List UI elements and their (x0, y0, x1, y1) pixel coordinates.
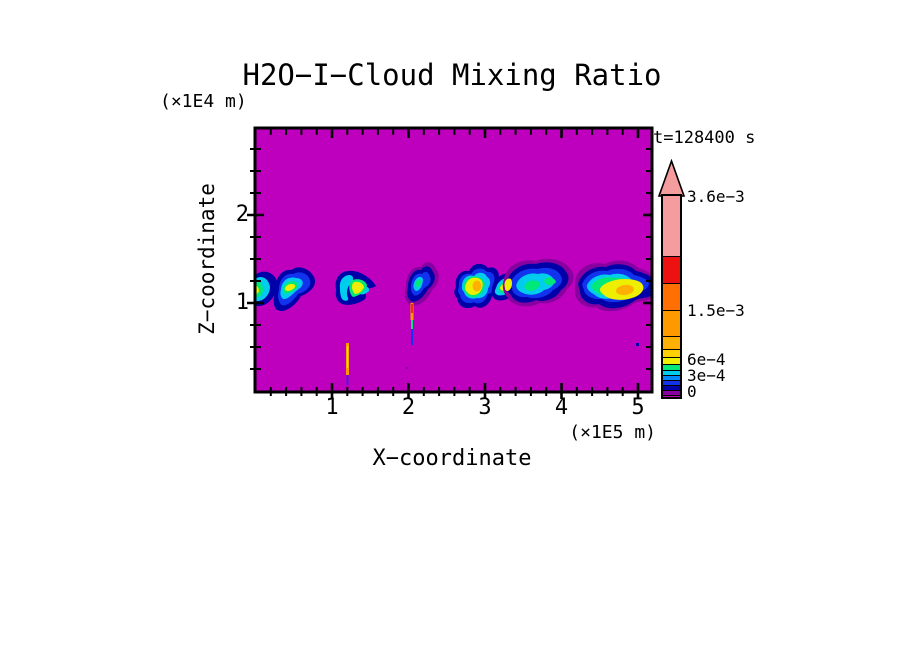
colorbar-segment-4 (663, 336, 680, 349)
cloud-big (502, 258, 574, 307)
x-axis-unit-label: (×1E5 m) (569, 422, 656, 443)
cloud-fish (335, 270, 376, 305)
y-axis-unit-label: (×1E4 m) (160, 91, 247, 112)
colorbar-segment-1 (663, 256, 680, 283)
axis-ticks (247, 129, 651, 399)
colorbar-segment-6 (663, 357, 680, 364)
colorbar-arrow (657, 159, 686, 197)
plot-background (255, 128, 652, 392)
colorbar (661, 194, 682, 399)
colorbar-label-2: 6e−4 (687, 350, 726, 369)
cloud-speck-2 (406, 367, 408, 369)
colorbar-segment-8 (663, 370, 680, 375)
x-tick-1: 1 (325, 395, 339, 420)
cloud-wing (273, 267, 316, 312)
y-axis-title: Z−coordinate (195, 183, 219, 335)
colorbar-segment-2 (663, 283, 680, 310)
y-tick-2: 2 (235, 202, 249, 227)
x-tick-4: 4 (554, 395, 569, 420)
x-tick-3: 3 (478, 395, 492, 420)
colorbar-segment-9 (663, 375, 680, 380)
cloud-right-edge (575, 260, 652, 312)
plot-area (247, 126, 654, 399)
colorbar-label-3: 3e−4 (687, 366, 726, 385)
colorbar-label-1: 1.5e−3 (687, 301, 745, 320)
cloud-core-left (454, 263, 500, 309)
x-tick-2: 2 (401, 395, 416, 420)
timestamp-label: t=128400 s (653, 128, 756, 148)
colorbar-segment-5 (663, 349, 680, 357)
colorbar-segment-7 (663, 364, 680, 370)
cloud-bird (404, 262, 439, 345)
x-tick-5: 5 (631, 395, 645, 420)
cloud-speck-1 (636, 343, 639, 346)
colorbar-segment-10 (663, 380, 680, 385)
colorbar-segment-0 (663, 196, 680, 256)
colorbar-segment-3 (663, 310, 680, 336)
colorbar-segment-12 (663, 390, 680, 395)
colorbar-label-4: 0 (687, 382, 697, 401)
cloud-band (255, 258, 652, 385)
colorbar-segment-11 (663, 385, 680, 390)
colorbar-segment-13 (663, 395, 680, 397)
chart-title: H2O−I−Cloud Mixing Ratio (242, 58, 662, 92)
y-tick-1: 1 (235, 290, 249, 315)
colorbar-label-0: 3.6e−3 (687, 187, 745, 206)
x-axis-title: X−coordinate (372, 446, 532, 471)
